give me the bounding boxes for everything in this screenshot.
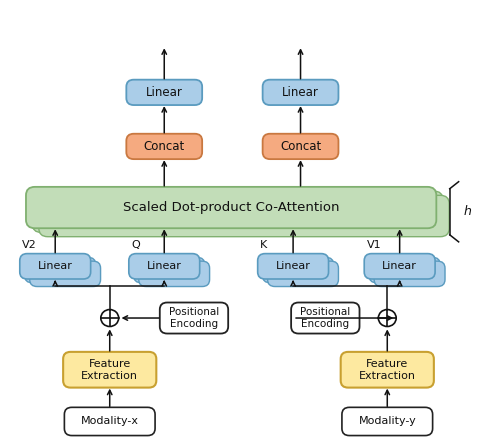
- FancyBboxPatch shape: [129, 254, 200, 279]
- FancyBboxPatch shape: [63, 352, 157, 388]
- Text: Linear: Linear: [38, 261, 73, 271]
- Text: Linear: Linear: [146, 86, 183, 99]
- FancyBboxPatch shape: [25, 258, 95, 283]
- Text: Concat: Concat: [144, 140, 185, 153]
- Text: K: K: [260, 240, 267, 250]
- Text: Linear: Linear: [276, 261, 311, 271]
- FancyBboxPatch shape: [364, 254, 435, 279]
- FancyBboxPatch shape: [257, 254, 329, 279]
- Text: Modality-x: Modality-x: [81, 417, 139, 426]
- FancyBboxPatch shape: [26, 187, 436, 228]
- FancyBboxPatch shape: [340, 352, 434, 388]
- FancyBboxPatch shape: [39, 195, 449, 237]
- FancyBboxPatch shape: [291, 302, 359, 334]
- FancyBboxPatch shape: [369, 258, 440, 283]
- FancyBboxPatch shape: [32, 191, 443, 233]
- Text: Feature
Extraction: Feature Extraction: [81, 359, 138, 380]
- FancyBboxPatch shape: [65, 407, 155, 435]
- FancyBboxPatch shape: [262, 80, 338, 105]
- FancyBboxPatch shape: [342, 407, 432, 435]
- FancyBboxPatch shape: [267, 261, 338, 287]
- Text: Positional
Encoding: Positional Encoding: [300, 307, 350, 329]
- Text: Concat: Concat: [280, 140, 321, 153]
- Text: Linear: Linear: [147, 261, 182, 271]
- Text: h: h: [464, 205, 472, 218]
- FancyBboxPatch shape: [262, 258, 333, 283]
- Text: Modality-y: Modality-y: [358, 417, 416, 426]
- Text: V2: V2: [22, 240, 37, 250]
- Text: Linear: Linear: [282, 86, 319, 99]
- FancyBboxPatch shape: [262, 134, 338, 159]
- FancyBboxPatch shape: [126, 134, 202, 159]
- FancyBboxPatch shape: [134, 258, 205, 283]
- FancyBboxPatch shape: [126, 80, 202, 105]
- FancyBboxPatch shape: [20, 254, 90, 279]
- FancyBboxPatch shape: [30, 261, 100, 287]
- Text: Q: Q: [131, 240, 140, 250]
- FancyBboxPatch shape: [160, 302, 228, 334]
- Text: V1: V1: [367, 240, 381, 250]
- Text: Feature
Extraction: Feature Extraction: [359, 359, 416, 380]
- FancyBboxPatch shape: [374, 261, 445, 287]
- Text: Scaled Dot-product Co-Attention: Scaled Dot-product Co-Attention: [123, 201, 339, 214]
- FancyBboxPatch shape: [139, 261, 210, 287]
- Text: Linear: Linear: [382, 261, 417, 271]
- Text: Positional
Encoding: Positional Encoding: [169, 307, 219, 329]
